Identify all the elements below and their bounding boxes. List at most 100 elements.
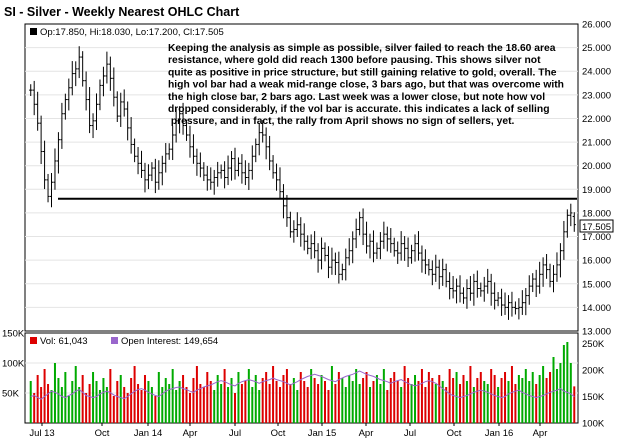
volume-bar bbox=[327, 390, 330, 423]
volume-bar bbox=[365, 372, 368, 423]
volume-bar bbox=[306, 387, 309, 423]
price-bar bbox=[302, 223, 306, 251]
volume-bar bbox=[476, 378, 479, 423]
volume-bar bbox=[47, 384, 50, 423]
volume-bar bbox=[330, 366, 333, 423]
price-bar bbox=[32, 80, 36, 116]
volume-bar bbox=[109, 369, 112, 423]
price-bar bbox=[333, 252, 337, 276]
volume-bar bbox=[469, 366, 472, 423]
volume-bar bbox=[67, 396, 70, 423]
volume-bar bbox=[324, 381, 327, 423]
price-bar bbox=[499, 288, 504, 316]
price-bar bbox=[340, 263, 344, 281]
x-tick-label: Jul bbox=[229, 428, 241, 439]
price-bar bbox=[146, 164, 151, 190]
volume-bar bbox=[233, 393, 236, 423]
volume-bar bbox=[337, 372, 340, 423]
volume-bar bbox=[320, 375, 323, 423]
volume-bar bbox=[278, 387, 281, 423]
volume-bar bbox=[216, 375, 219, 423]
price-bar bbox=[167, 143, 171, 160]
oi-tick-label: 150K bbox=[582, 392, 605, 403]
price-tick-label: 22.000 bbox=[582, 114, 611, 125]
volume-bar bbox=[143, 375, 146, 423]
price-bar bbox=[565, 209, 569, 238]
price-bar bbox=[209, 167, 213, 190]
price-bar bbox=[139, 150, 144, 178]
price-tick-label: 17.000 bbox=[582, 232, 611, 243]
price-bar bbox=[368, 233, 372, 259]
annotation-line: dropped considerably, if the vol bar is … bbox=[168, 104, 549, 115]
x-tick-label: Apr bbox=[533, 428, 548, 439]
volume-bar bbox=[372, 381, 375, 423]
price-bar bbox=[191, 134, 196, 164]
last-price-label: 17.505 bbox=[582, 222, 611, 233]
price-bar bbox=[513, 301, 518, 315]
price-bar bbox=[254, 138, 258, 163]
price-bar bbox=[171, 125, 175, 161]
oi-tick-label: 250K bbox=[582, 339, 605, 350]
volume-bar bbox=[427, 372, 430, 423]
price-bar bbox=[243, 160, 247, 186]
price-bar bbox=[108, 56, 112, 91]
price-bar bbox=[268, 135, 272, 171]
volume-bar bbox=[272, 366, 275, 423]
volume-bar bbox=[289, 384, 292, 423]
volume-bar bbox=[168, 384, 171, 423]
volume-bar bbox=[296, 390, 299, 423]
volume-bar bbox=[389, 378, 392, 423]
price-bar bbox=[229, 151, 234, 181]
price-bar bbox=[247, 162, 251, 191]
price-bar bbox=[389, 228, 393, 253]
price-bar bbox=[337, 251, 341, 284]
volume-bar bbox=[299, 372, 302, 423]
volume-bar bbox=[438, 375, 441, 423]
price-bar bbox=[136, 147, 140, 175]
volume-bar bbox=[569, 363, 572, 423]
price-bar bbox=[572, 212, 576, 232]
price-bar bbox=[29, 84, 33, 97]
price-bar bbox=[39, 115, 43, 165]
price-bar bbox=[538, 261, 542, 294]
price-bar bbox=[274, 163, 279, 191]
price-bar bbox=[541, 257, 545, 287]
oi-legend: Open Interest: 149,654 bbox=[121, 336, 218, 347]
x-tick-label: Oct bbox=[447, 428, 462, 439]
volume-bar bbox=[507, 381, 510, 423]
volume-y-axis: 50K 100K 150K bbox=[2, 329, 25, 400]
price-bar bbox=[195, 148, 199, 176]
price-tick-label: 23.000 bbox=[582, 90, 611, 101]
volume-bar bbox=[292, 378, 295, 423]
volume-bar bbox=[497, 387, 500, 423]
price-bar bbox=[354, 218, 358, 249]
price-bar bbox=[562, 220, 566, 260]
price-bar bbox=[506, 295, 511, 320]
price-bar bbox=[132, 138, 137, 163]
volume-bar bbox=[462, 375, 465, 423]
volume-bar bbox=[50, 390, 53, 423]
volume-bar bbox=[313, 378, 316, 423]
price-bar bbox=[70, 61, 74, 96]
price-bar bbox=[101, 66, 106, 97]
volume-bar bbox=[310, 369, 313, 423]
price-bar bbox=[544, 254, 549, 279]
oi-legend-swatch bbox=[111, 337, 118, 344]
volume-bar bbox=[157, 372, 160, 423]
price-tick-label: 26.000 bbox=[582, 20, 611, 31]
volume-bar bbox=[182, 375, 185, 423]
vol-legend: Vol: 61,043 bbox=[40, 336, 88, 347]
volume-bar bbox=[417, 381, 420, 423]
price-bar bbox=[510, 291, 514, 317]
volume-bar bbox=[105, 387, 108, 423]
volume-bar bbox=[573, 386, 576, 423]
volume-bar bbox=[483, 381, 486, 423]
price-bar bbox=[160, 155, 164, 186]
price-bar bbox=[212, 169, 216, 195]
volume-bar bbox=[112, 396, 115, 423]
volume-bar bbox=[303, 381, 306, 423]
volume-bar bbox=[434, 384, 437, 423]
price-bar bbox=[517, 298, 521, 320]
price-bar bbox=[91, 113, 95, 139]
price-bar bbox=[63, 93, 67, 120]
